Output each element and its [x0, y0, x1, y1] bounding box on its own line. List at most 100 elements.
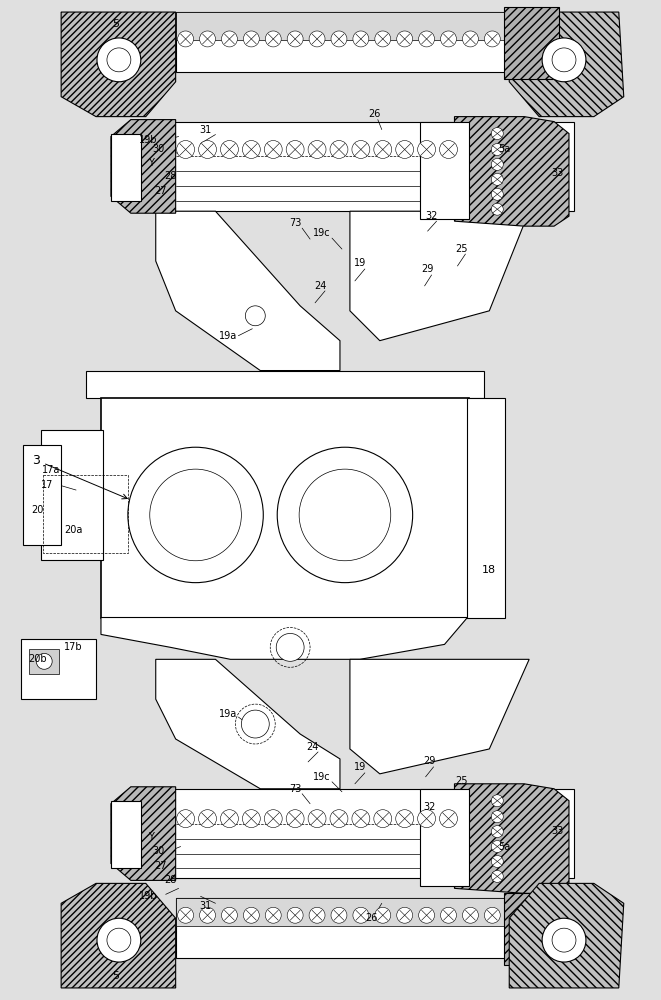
Circle shape: [264, 141, 282, 158]
Bar: [23, 445, 61, 545]
Bar: [420, 789, 469, 886]
Circle shape: [97, 918, 141, 962]
Circle shape: [309, 31, 325, 47]
Circle shape: [491, 870, 503, 882]
Circle shape: [440, 141, 457, 158]
Text: 24: 24: [306, 742, 318, 752]
Text: 24: 24: [314, 281, 327, 291]
Circle shape: [286, 810, 304, 828]
Text: 28: 28: [165, 171, 177, 181]
Text: 19c: 19c: [313, 772, 331, 782]
Circle shape: [552, 928, 576, 952]
Circle shape: [176, 810, 194, 828]
Text: 31: 31: [200, 901, 212, 911]
Circle shape: [491, 188, 503, 200]
Circle shape: [375, 907, 391, 923]
Text: 73: 73: [289, 218, 301, 228]
Polygon shape: [455, 117, 569, 226]
Circle shape: [299, 469, 391, 561]
Circle shape: [198, 810, 217, 828]
Circle shape: [277, 447, 412, 583]
Circle shape: [178, 31, 194, 47]
Circle shape: [485, 31, 500, 47]
Circle shape: [221, 141, 239, 158]
Circle shape: [463, 31, 479, 47]
Circle shape: [463, 907, 479, 923]
Circle shape: [221, 810, 239, 828]
Text: 19a: 19a: [219, 709, 237, 719]
Circle shape: [200, 907, 215, 923]
Circle shape: [309, 907, 325, 923]
Circle shape: [176, 141, 194, 158]
Circle shape: [353, 907, 369, 923]
Circle shape: [418, 141, 436, 158]
Circle shape: [243, 141, 260, 158]
Circle shape: [264, 810, 282, 828]
Circle shape: [418, 907, 434, 923]
Circle shape: [440, 907, 457, 923]
Polygon shape: [156, 211, 340, 371]
Text: 32: 32: [426, 211, 438, 221]
Circle shape: [331, 31, 347, 47]
Circle shape: [491, 855, 503, 867]
Circle shape: [36, 653, 52, 669]
Polygon shape: [350, 211, 529, 341]
Circle shape: [491, 841, 503, 853]
Circle shape: [418, 810, 436, 828]
Polygon shape: [509, 883, 624, 988]
Circle shape: [221, 31, 237, 47]
Circle shape: [287, 31, 303, 47]
Text: 18: 18: [483, 565, 496, 575]
Circle shape: [200, 31, 215, 47]
Circle shape: [418, 31, 434, 47]
Text: 20: 20: [31, 505, 44, 515]
Circle shape: [150, 469, 241, 561]
Text: 19b: 19b: [139, 891, 157, 901]
Bar: [86, 371, 485, 398]
Circle shape: [178, 907, 194, 923]
Circle shape: [396, 810, 414, 828]
Circle shape: [485, 907, 500, 923]
Circle shape: [491, 795, 503, 807]
Circle shape: [542, 38, 586, 82]
Bar: [176, 12, 509, 72]
Text: 17b: 17b: [63, 642, 83, 652]
Text: 5: 5: [112, 971, 120, 981]
Text: Y: Y: [148, 158, 154, 168]
Circle shape: [107, 48, 131, 72]
Circle shape: [440, 810, 457, 828]
Circle shape: [491, 144, 503, 155]
Bar: [111, 801, 141, 868]
Bar: [156, 789, 574, 878]
Text: 33: 33: [551, 168, 563, 178]
Text: 19: 19: [354, 762, 366, 772]
Bar: [156, 122, 574, 211]
Polygon shape: [111, 120, 176, 213]
Bar: [504, 7, 559, 79]
Circle shape: [265, 31, 281, 47]
Circle shape: [243, 810, 260, 828]
Polygon shape: [509, 12, 624, 117]
Text: 29: 29: [424, 756, 436, 766]
Circle shape: [241, 710, 269, 738]
Polygon shape: [111, 787, 176, 880]
Text: 32: 32: [424, 802, 436, 812]
Circle shape: [243, 31, 259, 47]
Polygon shape: [455, 784, 569, 893]
Text: 27: 27: [155, 186, 167, 196]
Circle shape: [128, 447, 263, 583]
Text: 29: 29: [422, 264, 434, 274]
Text: 5a: 5a: [498, 144, 510, 154]
Circle shape: [287, 907, 303, 923]
Text: 3: 3: [32, 454, 128, 499]
Text: 17: 17: [41, 480, 54, 490]
Circle shape: [243, 907, 259, 923]
Text: Y: Y: [148, 832, 154, 842]
Circle shape: [198, 141, 217, 158]
Circle shape: [276, 633, 304, 661]
Circle shape: [491, 203, 503, 215]
Text: 5a: 5a: [498, 842, 510, 852]
Circle shape: [491, 158, 503, 170]
Text: 5: 5: [112, 19, 120, 29]
Text: 19b: 19b: [139, 135, 157, 145]
